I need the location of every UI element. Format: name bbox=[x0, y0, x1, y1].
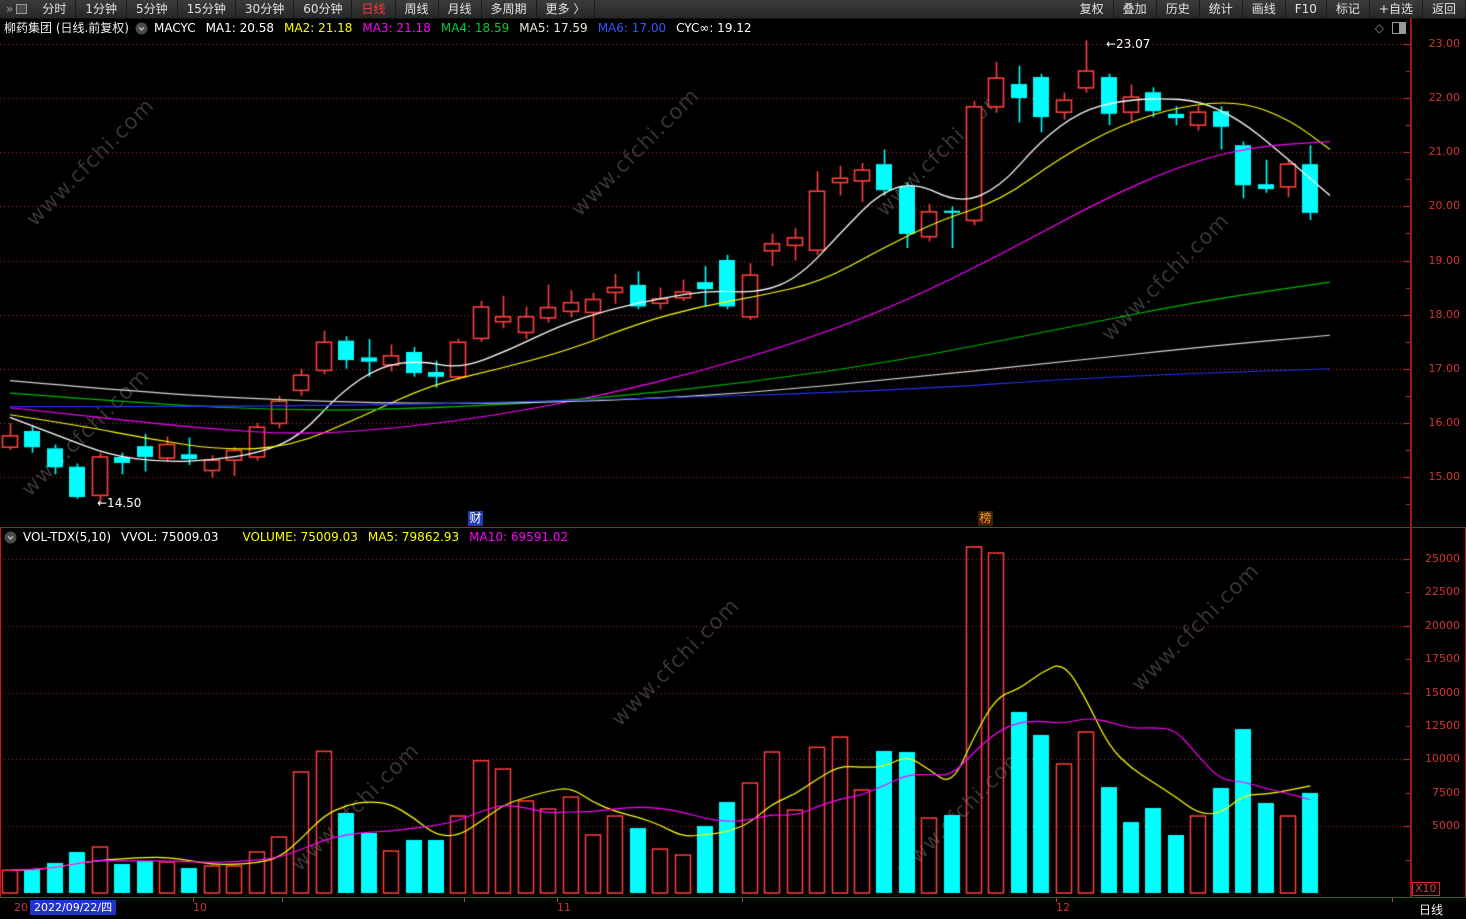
current-period-label: 日线 bbox=[1419, 903, 1444, 917]
ma-value: MA1: 20.58 bbox=[205, 21, 274, 35]
toolbar-spacer bbox=[595, 0, 1070, 18]
volume-axis-label: 20000 bbox=[1425, 618, 1460, 632]
price-axis-label: 20.00 bbox=[1428, 199, 1461, 213]
chevron-down-circle-icon[interactable] bbox=[4, 531, 17, 544]
ma-value: CYC∞: 19.12 bbox=[676, 21, 752, 35]
price-axis-label: 21.00 bbox=[1428, 145, 1461, 159]
period-tab-日线[interactable]: 日线 bbox=[352, 0, 396, 18]
action-button-返回[interactable]: 返回 bbox=[1423, 0, 1466, 18]
ma-value: MA6: 17.00 bbox=[597, 21, 667, 35]
date-axis-tick bbox=[464, 898, 465, 902]
date-axis-tick bbox=[193, 898, 194, 902]
volume-axis-label: 22500 bbox=[1425, 585, 1460, 599]
ma-value: MA5: 17.59 bbox=[519, 21, 588, 35]
volume-value: VOLUME: 75009.03 bbox=[242, 529, 358, 544]
toolbar: » 分时 1分钟 5分钟 15分钟 30分钟 60分钟 日线 周线 月线 多周期 更多 〉 复权 叠加… bbox=[0, 0, 1466, 18]
selected-date-badge[interactable]: 2022/09/22/四 bbox=[30, 900, 117, 915]
volume-values: VVOL: 75009.03 VOLUME: 75009.03 MA5: 79862… bbox=[121, 529, 578, 546]
chevron-down-circle-icon[interactable] bbox=[135, 22, 148, 35]
price-chart-canvas[interactable] bbox=[0, 36, 1412, 527]
ma-value: MA3: 21.18 bbox=[362, 21, 431, 35]
period-tab-15分钟[interactable]: 15分钟 bbox=[178, 0, 236, 18]
date-axis-tick bbox=[282, 898, 283, 902]
date-axis-bar: 20 2022/09/22/四 日线 10 11 12 bbox=[0, 898, 1466, 919]
indicator-name: MACYC bbox=[154, 21, 196, 35]
event-marker-榜[interactable]: 榜 bbox=[978, 511, 993, 526]
volume-axis-label: 12500 bbox=[1425, 719, 1460, 732]
price-axis-label: 19.00 bbox=[1428, 253, 1461, 267]
toolbar-actions: 复权 叠加 历史 统计 画线 F10 标记 +自选 返回 bbox=[1071, 0, 1466, 18]
right-axis-line bbox=[1410, 18, 1412, 919]
volume-value: VVOL: 75009.03 bbox=[121, 529, 219, 544]
infobar-right-icons: ◇ bbox=[1375, 19, 1406, 37]
price-axis-label: 15.00 bbox=[1428, 470, 1461, 483]
action-button-画线[interactable]: 画线 bbox=[1243, 0, 1286, 18]
action-button-历史[interactable]: 历史 bbox=[1157, 0, 1200, 18]
ma-value: MA2: 21.18 bbox=[284, 21, 353, 35]
period-tab-分时[interactable]: 分时 bbox=[33, 0, 77, 18]
stock-title[interactable]: 柳药集团 (日线.前复权) bbox=[4, 21, 129, 35]
volume-axis-label: 25000 bbox=[1425, 552, 1460, 565]
indicator-info-bar: 柳药集团 (日线.前复权) MACYC MA1: 20.58 MA2: 21.18… bbox=[0, 18, 1466, 37]
ma-value: MA4: 18.59 bbox=[440, 21, 510, 35]
date-axis-tick bbox=[742, 898, 743, 902]
period-tab-多周期[interactable]: 多周期 bbox=[482, 0, 537, 18]
action-button-+自选[interactable]: +自选 bbox=[1370, 0, 1423, 18]
volume-axis-label: 10000 bbox=[1425, 752, 1460, 766]
date-axis-tick bbox=[1056, 898, 1057, 902]
period-tab-30分钟[interactable]: 30分钟 bbox=[236, 0, 295, 18]
period-tabs: 分时 1分钟 5分钟 15分钟 30分钟 60分钟 日线 周线 月线 多周期 更多 〉 bbox=[33, 0, 596, 18]
window-restore-icon[interactable]: » bbox=[0, 0, 33, 18]
price-axis-label: 18.00 bbox=[1428, 307, 1461, 321]
action-button-复权[interactable]: 复权 bbox=[1071, 0, 1114, 18]
action-button-统计[interactable]: 统计 bbox=[1200, 0, 1243, 18]
volume-indicator-name[interactable]: VOL-TDX(5,10) bbox=[23, 529, 112, 544]
price-axis-label: 22.00 bbox=[1428, 91, 1461, 105]
ma-values: MA1: 20.58 MA2: 21.18 MA3: 21.18 MA4: 18.59… bbox=[206, 19, 762, 37]
volume-chart-canvas[interactable] bbox=[0, 546, 1412, 897]
action-button-标记[interactable]: 标记 bbox=[1327, 0, 1370, 18]
date-axis-tick bbox=[1392, 898, 1393, 902]
period-tab-月线[interactable]: 月线 bbox=[439, 0, 482, 18]
volume-value: MA5: 79862.93 bbox=[367, 529, 460, 544]
period-tab-周线[interactable]: 周线 bbox=[396, 0, 439, 18]
year-fragment: 20 bbox=[14, 901, 28, 914]
action-button-叠加[interactable]: 叠加 bbox=[1114, 0, 1157, 18]
price-axis-label: 16.00 bbox=[1428, 415, 1461, 429]
high-price-annotation: ←23.07 bbox=[1106, 37, 1151, 51]
action-button-F10[interactable]: F10 bbox=[1286, 0, 1327, 18]
volume-axis-label: 7500 bbox=[1432, 785, 1460, 799]
pane-layout-icon[interactable] bbox=[1392, 22, 1406, 34]
period-tab-60分钟[interactable]: 60分钟 bbox=[294, 0, 353, 18]
period-tab-更多 〉[interactable]: 更多 〉 bbox=[537, 0, 596, 18]
period-tab-5分钟[interactable]: 5分钟 bbox=[127, 0, 178, 18]
low-price-annotation: ←14.50 bbox=[97, 496, 142, 510]
date-axis-tick bbox=[557, 898, 558, 902]
month-label-11: 11 bbox=[557, 901, 571, 914]
volume-axis-label: 5000 bbox=[1432, 819, 1460, 833]
month-label-10: 10 bbox=[193, 901, 207, 914]
month-label-12: 12 bbox=[1056, 901, 1070, 914]
volume-header: VOL-TDX(5,10) VVOL: 75009.03 VOLUME: 7500… bbox=[0, 528, 1400, 546]
volume-axis-label: 17500 bbox=[1425, 652, 1460, 666]
price-axis-label: 17.00 bbox=[1428, 361, 1461, 375]
diamond-icon[interactable]: ◇ bbox=[1374, 21, 1384, 35]
volume-axis-label: 15000 bbox=[1425, 685, 1460, 699]
event-marker-财[interactable]: 财 bbox=[468, 511, 483, 526]
volume-value: MA10: 69591.02 bbox=[469, 529, 569, 544]
price-axis-label: 23.00 bbox=[1428, 37, 1461, 50]
volume-multiplier-badge: X10 bbox=[1412, 882, 1440, 896]
period-tab-1分钟[interactable]: 1分钟 bbox=[76, 0, 127, 18]
